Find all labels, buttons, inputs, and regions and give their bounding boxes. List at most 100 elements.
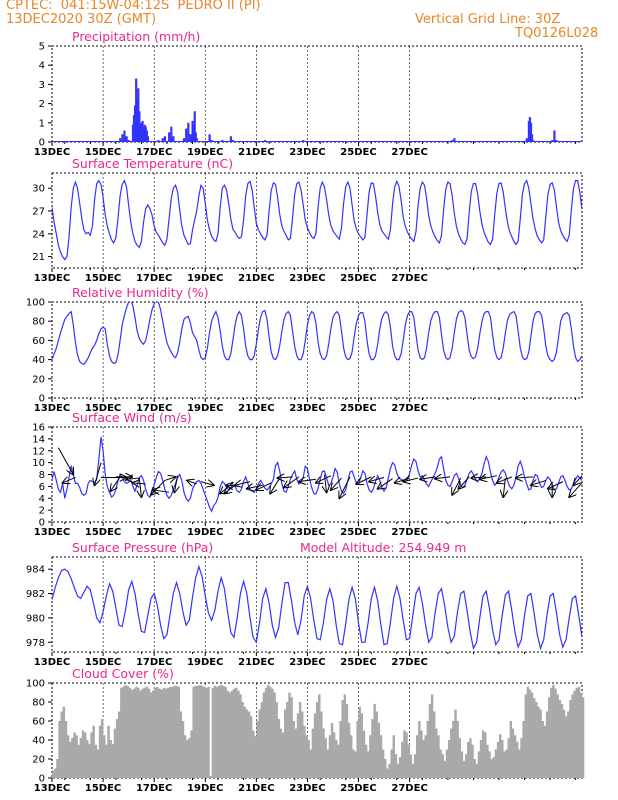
precip-bar xyxy=(146,136,149,142)
precip-bar xyxy=(553,130,556,142)
cloud-bar xyxy=(122,686,125,778)
cloud-bar xyxy=(90,732,93,778)
cloud-bar xyxy=(179,711,183,778)
cloud-bar xyxy=(377,722,381,778)
cloud-bar xyxy=(62,706,66,778)
cloud-bar xyxy=(205,687,208,778)
cloud-bar xyxy=(320,711,323,778)
x-tick-label: 13DEC xyxy=(34,527,70,538)
cloud-bar xyxy=(518,749,521,778)
cloud-bar xyxy=(94,744,97,778)
y-tick-label: 0 xyxy=(39,138,45,149)
panel-title: Relative Humidity (%) xyxy=(72,285,209,300)
x-tick-label: 17DEC xyxy=(136,273,172,284)
cloud-bar xyxy=(322,728,325,778)
wind-vector xyxy=(111,476,121,491)
cloud-bar xyxy=(156,686,159,778)
x-tick-label: 13DEC xyxy=(34,273,70,284)
x-tick-label: 27DEC xyxy=(391,147,427,158)
wind-vector xyxy=(331,477,342,490)
cloud-bar xyxy=(447,740,451,778)
wind-vector xyxy=(324,474,326,493)
panel-frame xyxy=(51,301,583,399)
cloud-bar xyxy=(164,688,168,778)
y-tick-label: 21 xyxy=(32,252,45,263)
cloud-bar xyxy=(211,687,215,778)
cloud-bar xyxy=(473,759,476,778)
header-vgrid-label: Vertical Grid Line: 30Z xyxy=(415,12,561,27)
panel-title: Surface Temperature (nC) xyxy=(72,156,233,171)
x-tick-label: 27DEC xyxy=(391,657,427,668)
cloud-bar xyxy=(475,763,479,778)
cloud-bar xyxy=(452,721,455,778)
series-line xyxy=(52,302,582,366)
cloud-bar xyxy=(484,732,487,778)
precip-bar xyxy=(172,136,175,142)
cloud-bar xyxy=(490,759,493,778)
cloud-bar xyxy=(337,744,340,778)
cloud-bar xyxy=(141,688,144,778)
x-tick-label: 17DEC xyxy=(136,527,172,538)
cloud-bar xyxy=(471,744,474,778)
precip-bar xyxy=(453,138,456,142)
y-tick-label: 100 xyxy=(26,679,45,690)
cloud-bar xyxy=(545,711,549,778)
y-tick-label: 30 xyxy=(32,184,45,195)
y-tick-label: 20 xyxy=(32,755,45,766)
cloud-bar xyxy=(324,738,327,778)
precip-bar xyxy=(121,134,124,142)
cloud-bar xyxy=(362,730,366,778)
wind-vector xyxy=(139,478,141,497)
wind-vector xyxy=(548,481,564,489)
x-tick-label: 13DEC xyxy=(34,657,70,668)
cloud-bar xyxy=(200,685,204,778)
cloud-bar xyxy=(398,757,402,778)
cloud-bar xyxy=(120,687,123,778)
cloud-bar xyxy=(396,763,400,778)
cloud-bar xyxy=(309,749,312,778)
cloud-bar xyxy=(501,740,504,778)
cloud-bar xyxy=(228,692,232,778)
x-tick-label: 19DEC xyxy=(187,403,223,414)
cloud-bar xyxy=(266,684,270,778)
x-tick-label: 19DEC xyxy=(187,147,223,158)
cloud-bar xyxy=(275,702,278,778)
cloud-bar xyxy=(367,751,370,778)
cloud-bar xyxy=(190,730,193,778)
cloud-bar xyxy=(75,735,78,778)
cloud-bar xyxy=(392,735,395,778)
wind-vector xyxy=(378,478,393,489)
cloud-bar xyxy=(435,728,438,778)
cloud-bar xyxy=(496,741,500,778)
cloud-bar xyxy=(554,688,557,778)
y-tick-label: 60 xyxy=(32,336,45,347)
precip-bar xyxy=(530,134,534,142)
panel-frame xyxy=(51,426,583,523)
header-datetime: 13DEC2020 30Z (GMT) xyxy=(6,12,157,27)
precip-bar xyxy=(195,138,198,142)
cloud-bar xyxy=(513,735,517,778)
cloud-bar xyxy=(386,768,389,778)
cloud-bar xyxy=(103,735,106,778)
cloud-bar xyxy=(479,740,483,778)
cloud-bar xyxy=(405,732,408,778)
precip-bar xyxy=(119,138,122,142)
cloud-bar xyxy=(520,738,523,778)
cloud-bar xyxy=(77,744,80,778)
precip-bar xyxy=(161,138,164,142)
cloud-bar xyxy=(286,702,289,778)
wind-vector xyxy=(174,475,177,493)
cloud-bar xyxy=(454,709,457,778)
x-tick-label: 21DEC xyxy=(238,273,274,284)
cloud-bar xyxy=(303,725,306,778)
cloud-bar xyxy=(428,703,432,778)
cloud-bar xyxy=(290,697,293,778)
header-run-label: TQ0126L028 xyxy=(515,26,599,41)
cloud-bar xyxy=(113,728,117,778)
cloud-bar xyxy=(371,719,374,778)
cloud-bar xyxy=(422,740,425,778)
cloud-bar xyxy=(230,690,234,778)
cloud-bar xyxy=(335,740,338,778)
panel-3: 13DEC 15DEC 17DEC 19DEC 21DEC 23DEC 25DEC 27DEC… xyxy=(32,410,583,538)
cloud-bar xyxy=(343,694,347,778)
